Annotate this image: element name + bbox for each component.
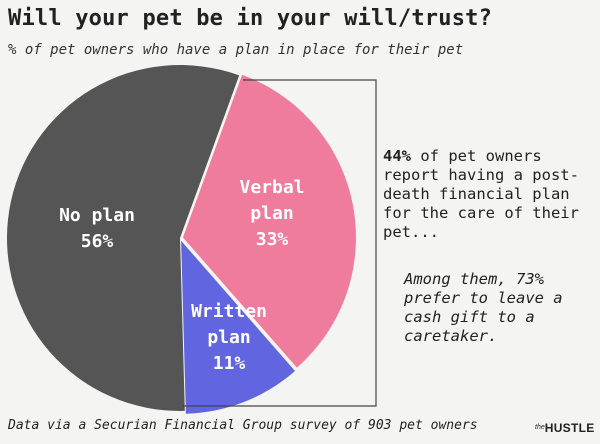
logo-prefix: the: [535, 424, 545, 431]
label-written-plan: Written plan 11%: [191, 301, 267, 374]
label-verbal-plan: Verbal plan 33%: [239, 177, 304, 250]
callout-note: Among them, 73% prefer to leave a cash g…: [404, 270, 563, 345]
slice-name: Verbal: [239, 177, 304, 198]
callout-body: of pet owners report having a post-death…: [383, 147, 579, 241]
label-no-plan: No plan 56%: [59, 205, 135, 252]
slice-percent: 11%: [213, 353, 246, 374]
callout-bracket: [183, 79, 377, 407]
slice-name: Written: [191, 301, 267, 322]
slice-percent: 33%: [256, 229, 289, 250]
slice-name: No plan: [59, 205, 135, 226]
slice-verbal-plan: [182, 74, 356, 368]
chart-title: Will your pet be in your will/trust?: [8, 6, 493, 31]
callout-text: 44% of pet owners report having a post-d…: [383, 147, 593, 242]
slice-no-plan: [7, 65, 240, 412]
callout-highlight: 44%: [383, 147, 411, 165]
slice-name: plan: [207, 327, 250, 348]
source-note: Data via a Securian Financial Group surv…: [8, 418, 478, 433]
brand-logo: theHUSTLE: [535, 419, 595, 437]
slice-written-plan: [181, 240, 296, 414]
slice-percent: 56%: [81, 231, 114, 252]
logo-name: HUSTLE: [544, 421, 595, 435]
chart-subtitle: % of pet owners who have a plan in place…: [8, 42, 464, 58]
slice-name: plan: [250, 203, 293, 224]
